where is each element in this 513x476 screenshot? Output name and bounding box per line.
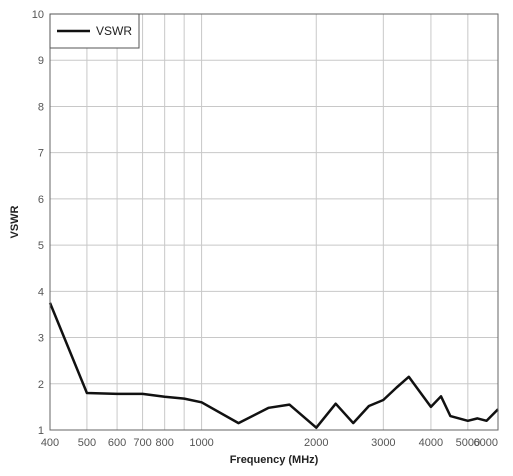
y-tick-label: 3 (38, 333, 44, 345)
tick-layer: 1 2 3 4 5 6 7 8 9 10 400 500 600 700 800 1000 2000 3000 40… (32, 9, 498, 449)
x-tick-label: 700 (133, 437, 151, 449)
y-axis-title: VSWR (9, 205, 21, 238)
x-tick-label: 6000 (474, 437, 498, 449)
series-line-vswr (48, 302, 499, 429)
legend: VSWR (49, 13, 140, 49)
x-tick-label: 2000 (304, 437, 328, 449)
plot-frame (49, 13, 499, 431)
x-axis-title: Frequency (MHz) (230, 454, 319, 466)
legend-label: VSWR (96, 24, 132, 38)
y-tick-label: 9 (38, 55, 44, 67)
y-tick-label: 5 (38, 240, 44, 252)
x-tick-label: 600 (108, 437, 126, 449)
y-tick-label: 1 (38, 425, 44, 437)
x-tick-label: 4000 (419, 437, 443, 449)
grid-layer (49, 13, 499, 431)
x-tick-label: 500 (78, 437, 96, 449)
x-tick-label: 3000 (371, 437, 395, 449)
x-tick-label: 5000 (456, 437, 480, 449)
x-tick-label: 800 (155, 437, 173, 449)
y-tick-label: 7 (38, 148, 44, 160)
y-tick-label: 10 (32, 9, 44, 21)
series-layer (48, 302, 499, 429)
y-tick-label: 4 (38, 286, 44, 298)
y-tick-label: 8 (38, 101, 44, 113)
y-tick-label: 2 (38, 379, 44, 391)
y-tick-label: 6 (38, 194, 44, 206)
x-tick-label: 1000 (189, 437, 213, 449)
x-tick-label: 400 (41, 437, 59, 449)
